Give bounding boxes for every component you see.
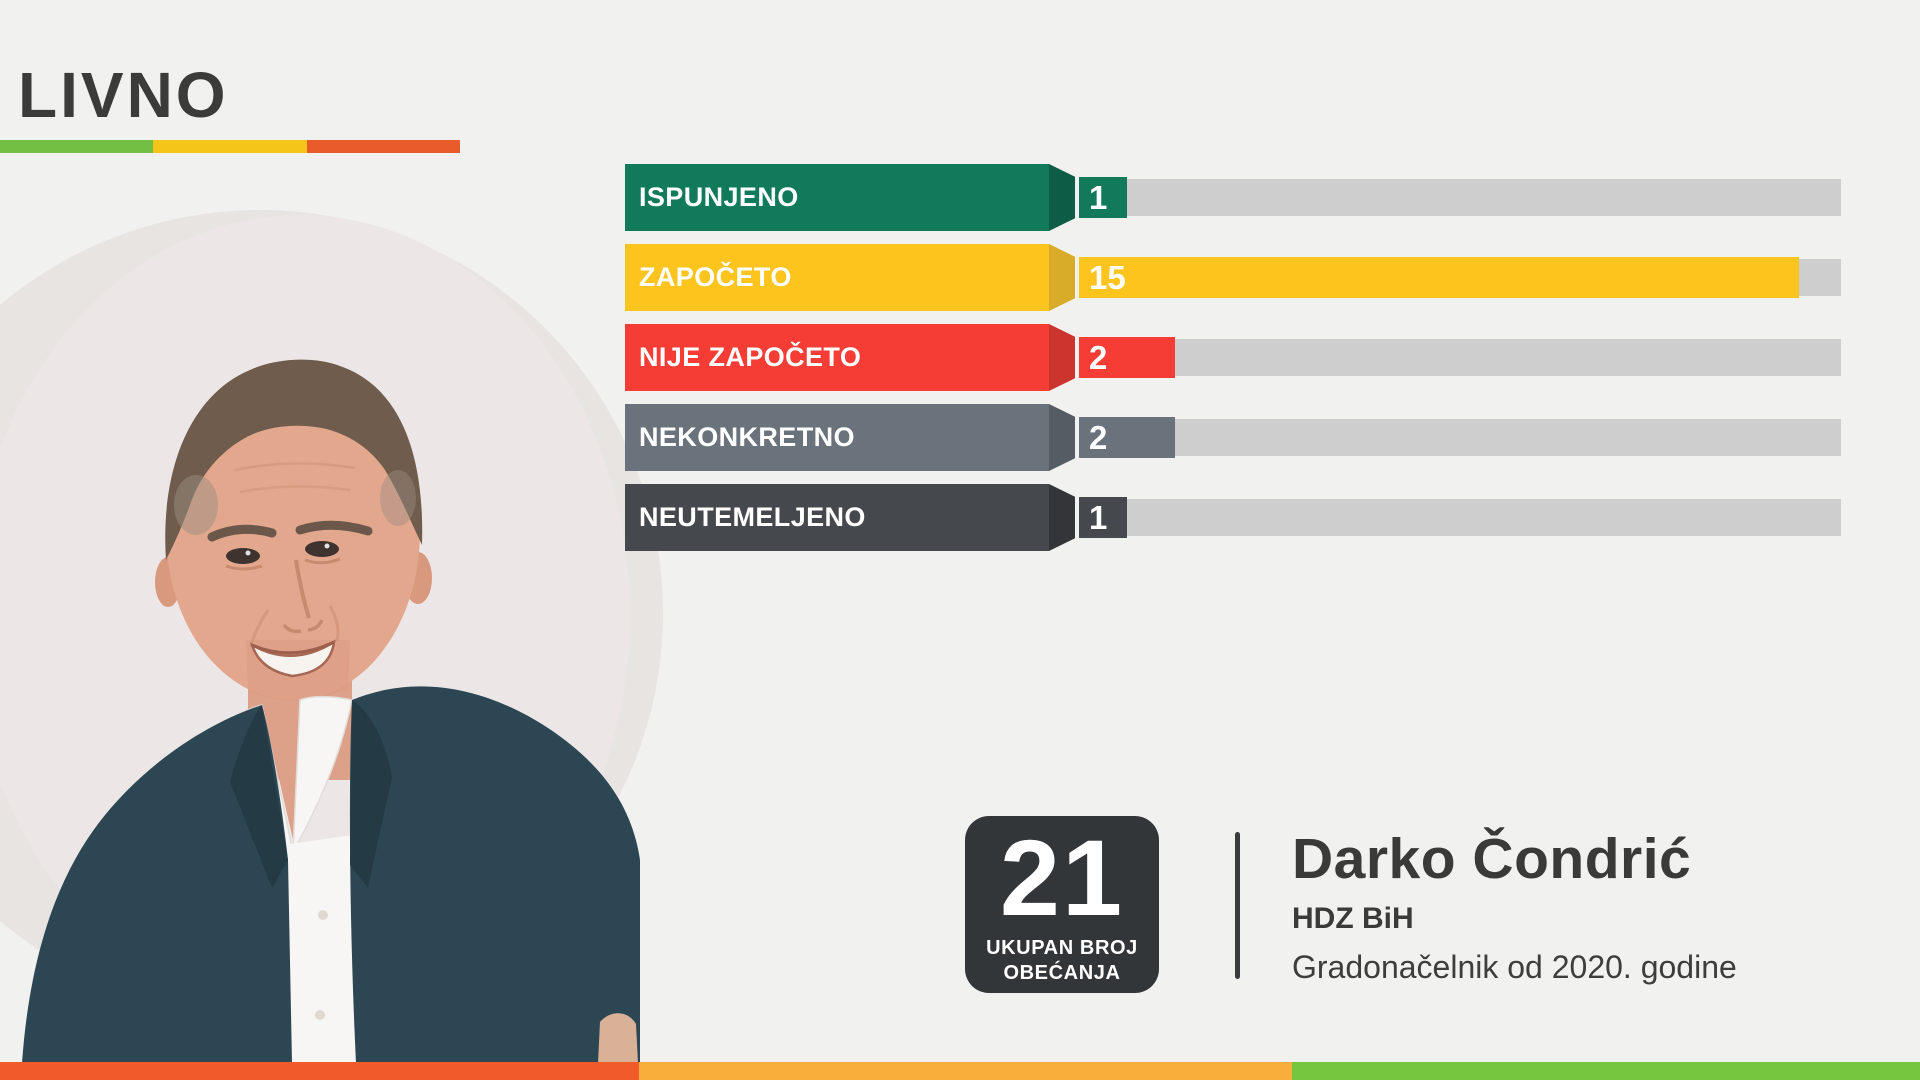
category-label: NIJE ZAPOČETO	[639, 342, 862, 372]
bar-track: 1	[1079, 177, 1841, 218]
gray-temple-left	[174, 475, 218, 535]
page-title: LIVNO	[18, 59, 229, 131]
stripe-segment-yellow	[153, 140, 307, 153]
suit-left	[22, 705, 292, 1063]
stripe-segment-green	[0, 140, 154, 153]
eye-glint-right	[324, 543, 330, 549]
bar-value: 2	[1089, 419, 1108, 456]
label-arrow	[1049, 404, 1075, 471]
bar-value: 2	[1089, 339, 1108, 376]
bar-fill: 1	[1079, 497, 1127, 538]
stripe-segment-green	[1292, 1062, 1920, 1080]
hair	[165, 359, 423, 560]
forehead-line-2	[239, 485, 351, 494]
upper-lip	[251, 640, 335, 655]
smile-line-left	[249, 609, 270, 647]
eyebrow-left	[207, 524, 277, 542]
category-label: NEUTEMELJENO	[639, 502, 866, 532]
lapel-left	[230, 705, 288, 888]
category-label-block: NEUTEMELJENO	[625, 484, 1049, 551]
bar-value: 1	[1089, 499, 1108, 536]
eye-crease-left	[225, 564, 263, 571]
stripe-segment-orange	[0, 1062, 639, 1080]
shirt-button-2	[315, 1010, 325, 1020]
total-label: UKUPAN BROJ OBEĆANJA	[965, 936, 1159, 986]
chart-row: ZAPOČETO 15	[625, 244, 1841, 311]
chart-row: NEKONKRETNO 2	[625, 404, 1841, 471]
bar-track: 15	[1079, 257, 1841, 298]
eye-crease-right	[304, 557, 341, 565]
chart-row: ISPUNJENO 1	[625, 164, 1841, 231]
shirt-placket	[283, 835, 360, 1063]
category-label: ISPUNJENO	[639, 182, 799, 212]
bar-fill: 1	[1079, 177, 1127, 218]
stripe-segment-orange	[306, 140, 460, 153]
person-info: Darko Čondrić HDZ BiH Gradonačelnik od 2…	[1292, 831, 1737, 986]
gray-temple-right	[380, 470, 416, 526]
bar-fill: 15	[1079, 257, 1799, 298]
suit-right	[349, 686, 640, 1063]
footer-stripe	[0, 1062, 1920, 1080]
total-label-line1: UKUPAN BROJ	[986, 937, 1138, 959]
nostrils	[282, 619, 324, 634]
total-count: 21	[999, 817, 1125, 938]
title-underline-stripe	[0, 140, 460, 153]
person-party: HDZ BiH	[1292, 902, 1414, 935]
label-arrow	[1049, 164, 1075, 231]
category-label-block: NIJE ZAPOČETO	[625, 324, 1049, 391]
hand	[598, 1013, 638, 1063]
smiling-mouth	[249, 639, 336, 678]
bar-track: 2	[1079, 337, 1841, 378]
chart-row: NEUTEMELJENO 1	[625, 484, 1841, 551]
label-arrow	[1049, 324, 1075, 391]
bar-track: 2	[1079, 417, 1841, 458]
vertical-divider	[1235, 832, 1240, 979]
bar-track: 1	[1079, 497, 1841, 538]
total-label-line2: OBEĆANJA	[1003, 962, 1121, 984]
nose	[294, 559, 311, 619]
bar-fill: 2	[1079, 417, 1175, 458]
category-label-block: NEKONKRETNO	[625, 404, 1049, 471]
total-promises-box: 21 UKUPAN BROJ OBEĆANJA	[965, 816, 1159, 993]
category-label: NEKONKRETNO	[639, 422, 855, 452]
category-label: ZAPOČETO	[639, 262, 792, 292]
forehead-line	[234, 462, 356, 472]
stripe-segment-amber	[639, 1062, 1292, 1080]
person-name: Darko Čondrić	[1292, 827, 1692, 891]
eyebrow-right	[295, 520, 373, 536]
shirt-button	[318, 910, 328, 920]
eye-glint-left	[245, 550, 251, 556]
category-label-block: ISPUNJENO	[625, 164, 1049, 231]
eye-right	[305, 541, 339, 557]
shirt-collar-right	[292, 695, 353, 853]
bar-value: 15	[1089, 259, 1126, 296]
bar-fill: 2	[1079, 337, 1175, 378]
smile-line-right	[328, 605, 340, 642]
lapel-right	[350, 700, 392, 888]
promises-bar-chart: ISPUNJENO 1 ZAPOČETO 15 NIJE ZAPOČETO 2 …	[625, 164, 1841, 564]
eye-left	[226, 548, 260, 564]
label-arrow	[1049, 484, 1075, 551]
mayor-portrait-illustration	[0, 215, 640, 1063]
category-label-block: ZAPOČETO	[625, 244, 1049, 311]
chart-row: NIJE ZAPOČETO 2	[625, 324, 1841, 391]
label-arrow	[1049, 244, 1075, 311]
bar-value: 1	[1089, 179, 1108, 216]
person-tenure: Gradonačelnik od 2020. godine	[1292, 949, 1737, 985]
